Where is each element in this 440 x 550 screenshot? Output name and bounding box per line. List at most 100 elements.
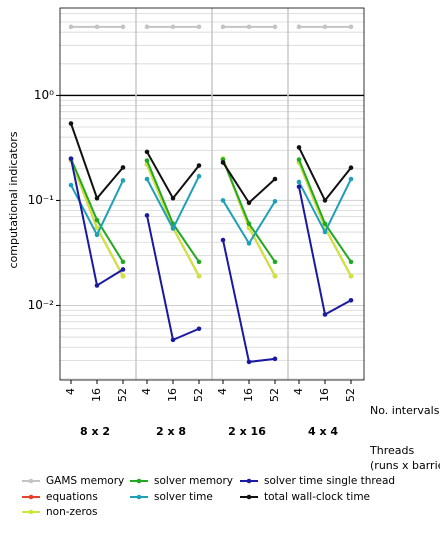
data-point bbox=[94, 232, 100, 238]
data-point bbox=[196, 259, 202, 265]
data-point bbox=[322, 198, 328, 203]
data-point bbox=[68, 156, 74, 161]
data-point bbox=[272, 24, 278, 30]
data-point bbox=[296, 179, 302, 185]
data-point bbox=[196, 163, 202, 168]
data-point bbox=[170, 195, 176, 201]
y-tick-label: 10⁻² bbox=[28, 298, 55, 312]
data-point bbox=[144, 213, 150, 218]
legend-label: equations bbox=[46, 491, 98, 503]
data-point bbox=[348, 165, 354, 170]
series-line bbox=[70, 123, 124, 201]
data-point bbox=[196, 326, 202, 332]
x-tick-label: 4 bbox=[64, 388, 77, 395]
panel-axis-label: Threads bbox=[369, 444, 414, 457]
data-point bbox=[94, 225, 100, 230]
legend-marker bbox=[246, 478, 252, 484]
legend-marker bbox=[246, 494, 252, 500]
data-point bbox=[246, 221, 252, 227]
data-point bbox=[246, 24, 252, 30]
data-point bbox=[144, 24, 150, 30]
legend-marker bbox=[28, 509, 34, 515]
data-point bbox=[196, 173, 202, 179]
y-tick-label: 10⁰ bbox=[34, 88, 54, 102]
data-point bbox=[94, 24, 100, 30]
data-point bbox=[246, 200, 252, 206]
data-point bbox=[322, 221, 328, 227]
data-point bbox=[144, 149, 150, 155]
data-point bbox=[120, 273, 126, 279]
data-point bbox=[170, 24, 176, 30]
data-point bbox=[144, 158, 150, 163]
y-axis-label: computational indicators bbox=[7, 131, 20, 268]
data-point bbox=[246, 359, 252, 365]
data-point bbox=[68, 121, 74, 126]
x-tick-label: 52 bbox=[192, 388, 205, 402]
data-point bbox=[220, 160, 226, 165]
data-point bbox=[296, 157, 302, 162]
panel-label: 2 x 8 bbox=[156, 425, 186, 438]
legend-label: non-zeros bbox=[46, 506, 97, 518]
x-tick-label: 52 bbox=[344, 388, 357, 402]
data-point bbox=[322, 24, 328, 30]
x-tick-label: 4 bbox=[292, 388, 305, 395]
data-point bbox=[348, 297, 354, 303]
series-line bbox=[146, 215, 200, 342]
data-point bbox=[144, 176, 150, 182]
data-point bbox=[272, 199, 278, 204]
data-point bbox=[170, 226, 176, 231]
panel-label: 8 x 2 bbox=[80, 425, 110, 438]
data-point bbox=[120, 178, 126, 183]
series-line bbox=[222, 239, 276, 363]
data-point bbox=[246, 241, 252, 246]
data-point bbox=[68, 24, 74, 30]
x-tick-label: 52 bbox=[268, 388, 281, 402]
plot-frame bbox=[59, 7, 365, 381]
data-point bbox=[120, 259, 126, 265]
data-point bbox=[120, 24, 126, 30]
data-point bbox=[120, 165, 126, 170]
legend-label: solver memory bbox=[154, 475, 233, 487]
legend-marker bbox=[136, 478, 142, 484]
legend-label: total wall-clock time bbox=[264, 491, 370, 503]
data-point bbox=[196, 273, 202, 279]
data-point bbox=[196, 24, 202, 30]
panel-axis-label: (runs x barrier) bbox=[370, 459, 440, 472]
series-line bbox=[298, 146, 352, 203]
x-tick-label: 52 bbox=[116, 388, 129, 402]
data-point bbox=[68, 182, 74, 188]
data-point bbox=[94, 217, 100, 223]
x-tick-label: 16 bbox=[242, 388, 255, 402]
data-point bbox=[322, 229, 328, 235]
data-point bbox=[322, 312, 328, 317]
data-point bbox=[296, 145, 302, 150]
legend-label: solver time single thread bbox=[264, 475, 395, 487]
panel-label: 2 x 16 bbox=[228, 425, 266, 438]
data-point bbox=[120, 267, 126, 272]
legend-label: solver time bbox=[154, 491, 213, 503]
data-point bbox=[220, 24, 226, 30]
x-tick-label: 4 bbox=[140, 388, 153, 395]
legend-label: GAMS memory bbox=[46, 475, 124, 487]
panel-label: 4 x 4 bbox=[308, 425, 338, 438]
data-point bbox=[296, 184, 302, 190]
data-point bbox=[272, 273, 278, 279]
legend-marker bbox=[28, 494, 34, 500]
data-point bbox=[94, 195, 100, 201]
data-point bbox=[348, 259, 354, 265]
data-point bbox=[220, 198, 226, 203]
x-tick-label: 16 bbox=[90, 388, 103, 402]
data-point bbox=[220, 237, 226, 243]
data-point bbox=[94, 283, 100, 288]
data-point bbox=[348, 24, 354, 30]
x-tick-label: 16 bbox=[318, 388, 331, 402]
data-point bbox=[348, 273, 354, 279]
x-tick-label: 4 bbox=[216, 388, 229, 395]
data-point bbox=[348, 176, 354, 182]
x-axis-label: No. intervals bbox=[370, 404, 440, 417]
legend-marker bbox=[28, 478, 34, 484]
data-point bbox=[296, 24, 302, 30]
legend-marker bbox=[136, 494, 142, 500]
data-point bbox=[170, 337, 176, 343]
